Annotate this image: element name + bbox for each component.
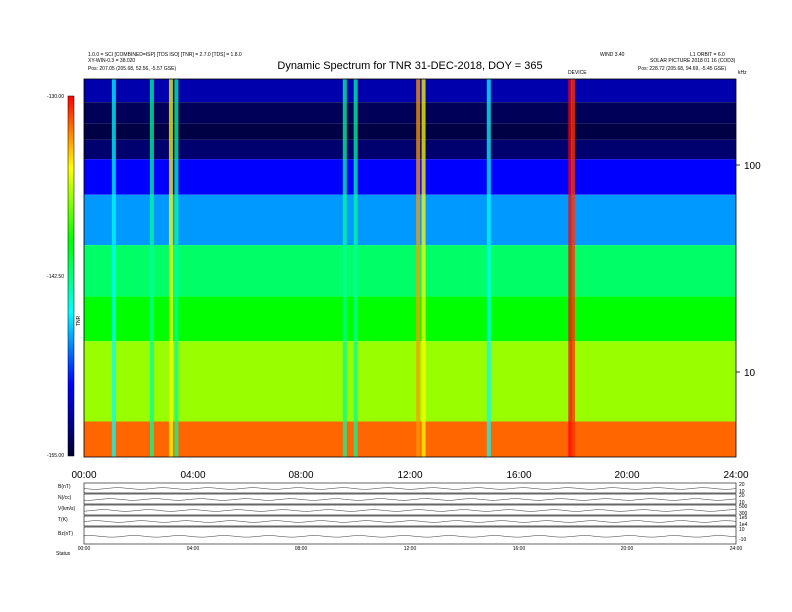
spectrum-band xyxy=(84,102,736,124)
solar-wind-trace xyxy=(83,487,737,490)
header-right-line1: WIND 3.40 xyxy=(600,52,625,58)
radio-burst xyxy=(416,79,421,457)
spectrum-band xyxy=(84,123,736,140)
x-tick-label: 12:00 xyxy=(397,470,422,481)
panel-right-1b: 10 xyxy=(739,500,745,506)
panel-right-2b: 300 xyxy=(739,511,748,517)
y-axis-top-note: kHz xyxy=(738,70,747,76)
header-right-line4: Pos: 228.72 (205.68, 94.69, -5.45 GSE) xyxy=(638,66,726,72)
spectrogram-heatmap xyxy=(84,79,736,457)
x-tick-label: 20:00 xyxy=(614,470,639,481)
x-tick-label-small: 00:00 xyxy=(78,546,91,552)
solar-wind-trace xyxy=(83,535,737,538)
panel-right-0a: 20 xyxy=(739,482,745,488)
x-tick-label: 08:00 xyxy=(288,470,313,481)
radio-burst xyxy=(168,79,173,457)
radio-burst xyxy=(421,79,426,457)
panel-label-n: N(/cc) xyxy=(58,495,72,501)
x-axis-bottom: 00:00 04:00 08:00 12:00 16:00 20:00 24:0… xyxy=(78,546,743,552)
spectrum-band xyxy=(84,194,736,246)
solar-wind-panel xyxy=(83,515,737,527)
solar-wind-panel xyxy=(83,493,737,505)
y-tick-label-10: 10 xyxy=(744,368,756,379)
colorbar-tick-label-bottom: -155.00 xyxy=(47,453,64,459)
x-tick-label: 16:00 xyxy=(506,470,531,481)
panel-label-t: T(K) xyxy=(58,517,68,523)
panel-label-bz: Bz(nT) xyxy=(58,531,73,537)
x-tick-label-small: 16:00 xyxy=(513,546,526,552)
x-tick-label-small: 12:00 xyxy=(404,546,417,552)
solar-wind-trace xyxy=(83,520,737,523)
panel-right-0b: 10 xyxy=(739,489,745,495)
panel-labels: B(nT) N(/cc) V(km/s) T(K) Bz(nT) 20 10 2… xyxy=(56,482,748,557)
spectrum-band xyxy=(84,79,736,103)
colorbar xyxy=(67,95,75,457)
radio-burst xyxy=(568,79,573,457)
spectrum-band xyxy=(84,296,736,342)
y-axis-right: 100 10 kHz xyxy=(736,70,761,379)
radio-burst xyxy=(111,79,116,457)
colorbar-tick-label-mid: -142.50 xyxy=(47,274,64,280)
y-tick-label-100: 100 xyxy=(744,161,761,172)
chart-title: Dynamic Spectrum for TNR 31-DEC-2018, DO… xyxy=(277,60,542,72)
panel-right-4a: 10 xyxy=(739,527,745,533)
x-tick-label: 24:00 xyxy=(723,470,748,481)
x-tick-label-small: 24:00 xyxy=(730,546,743,552)
spectrum-band xyxy=(84,421,736,457)
panel-right-1a: 20 xyxy=(739,493,745,499)
x-tick-label-small: 04:00 xyxy=(187,546,200,552)
header-left-line2: XY-WIN-0.3 = 38.020 xyxy=(88,58,135,64)
panel-right-2a: 500 xyxy=(739,504,748,510)
solar-wind-trace xyxy=(83,509,737,512)
spectrogram-frame xyxy=(83,78,737,458)
spectrum-band xyxy=(84,341,736,422)
panel-label-v: V(km/s) xyxy=(58,506,76,512)
radio-burst xyxy=(342,79,347,457)
colorbar-unit-label: TNR xyxy=(76,315,82,326)
header-right-line2: L1 ORBIT = 6.0 xyxy=(690,52,725,58)
solar-wind-trace xyxy=(83,498,737,501)
spectrum-band xyxy=(84,159,736,195)
panel-right-3b: 1e4 xyxy=(739,522,748,528)
header-right-line3: SOLAR PICTURE 2018 01 16 (COD3) xyxy=(650,58,736,64)
radio-burst xyxy=(174,79,179,457)
panel-right-3a: 1e5 xyxy=(739,515,748,521)
spectrum-band xyxy=(84,139,736,160)
solar-wind-panel xyxy=(83,504,737,516)
x-tick-label-small: 20:00 xyxy=(621,546,634,552)
x-tick-label-small: 08:00 xyxy=(295,546,308,552)
panel-footer-label: Status xyxy=(56,551,71,557)
header-left-line1: 1.0.0 = SCI [COMBINED=ISP] [TDS ISO] [TN… xyxy=(88,52,242,58)
radio-burst xyxy=(571,79,575,457)
header-left-line3: Pos: 207.05 (205.68, 52.56, -5.57 GSE) xyxy=(88,66,176,72)
radio-burst xyxy=(353,79,358,457)
solar-wind-panels xyxy=(83,482,737,545)
x-tick-label: 00:00 xyxy=(71,470,96,481)
header-small-note: DEVICE xyxy=(568,70,587,76)
colorbar-tick-label-top: -130.00 xyxy=(47,94,64,100)
radio-burst xyxy=(486,79,491,457)
solar-wind-panel xyxy=(83,482,737,494)
x-tick-label: 04:00 xyxy=(180,470,205,481)
radio-burst xyxy=(149,79,154,457)
panel-right-4b: -10 xyxy=(739,537,746,543)
panel-label-b: B(nT) xyxy=(58,484,71,490)
spectrum-band xyxy=(84,245,736,297)
x-axis-main: 00:00 04:00 08:00 12:00 16:00 20:00 24:0… xyxy=(71,470,748,481)
